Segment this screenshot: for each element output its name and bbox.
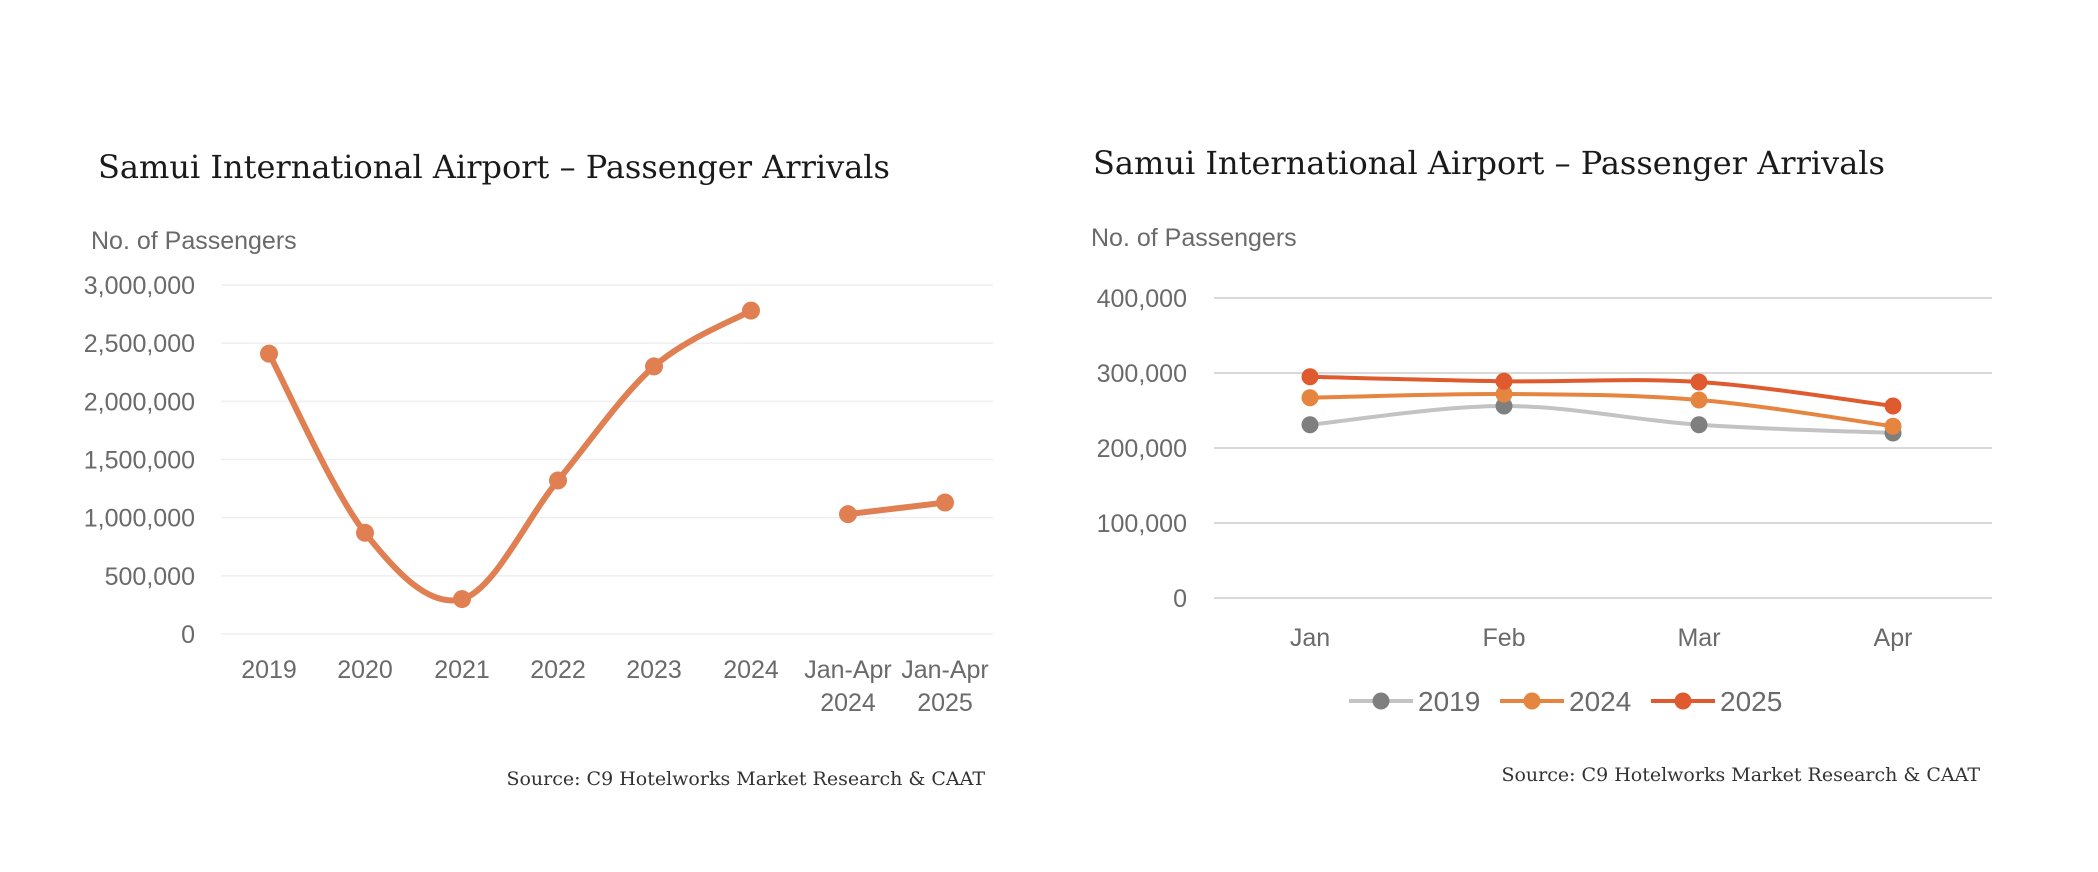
y-tick-label: 100,000 (1097, 510, 1187, 538)
legend-item-2024: 2024 (1500, 686, 1631, 717)
chart-title: Samui International Airport – Passenger … (98, 148, 890, 186)
legend-marker (1372, 692, 1390, 710)
y-axis-ticks: 0 500,000 1,000,000 1,500,000 2,000,000 2,500… (84, 272, 195, 649)
series-2019 (1301, 397, 1902, 442)
y-tick-label: 1,000,000 (84, 505, 195, 533)
series-line (266, 307, 754, 604)
y-tick-label: 300,000 (1097, 360, 1187, 388)
legend-item-2019: 2019 (1349, 686, 1480, 717)
data-point (936, 493, 954, 512)
legend-marker (1674, 692, 1692, 710)
x-tick-label: 2024 (820, 689, 876, 717)
gridlines (221, 284, 993, 635)
x-tick-label: 2025 (917, 689, 973, 717)
data-point (1301, 368, 1319, 386)
series-group (260, 301, 954, 609)
x-tick-label: Feb (1482, 624, 1525, 652)
data-point (1884, 417, 1902, 435)
data-point (1690, 391, 1708, 409)
series-line (845, 499, 948, 518)
x-axis-ticks: 2019 2020 2021 2022 2023 2024 Jan-Apr 2024 Jan-A… (241, 656, 989, 717)
legend-label: 2019 (1418, 686, 1480, 717)
series-jan-apr-arrivals (839, 493, 954, 524)
y-tick-label: 2,000,000 (84, 388, 195, 416)
y-tick-label: 2,500,000 (84, 330, 195, 358)
data-point (1495, 397, 1513, 415)
source-note: Source: C9 Hotelworks Market Research & … (1501, 764, 1980, 786)
y-axis-title: No. of Passengers (91, 227, 297, 255)
chart-title: Samui International Airport – Passenger … (1093, 144, 1885, 182)
y-tick-label: 0 (1173, 585, 1187, 613)
x-tick-label: 2019 (241, 656, 297, 684)
y-tick-label: 400,000 (1097, 285, 1187, 313)
data-point (839, 505, 857, 524)
annual-arrivals-chart: Samui International Airport – Passenger … (84, 148, 993, 790)
series-line (1308, 391, 1895, 429)
data-point (1884, 397, 1902, 415)
y-tick-label: 0 (181, 621, 195, 649)
legend-label: 2025 (1720, 686, 1782, 717)
x-tick-label: 2021 (434, 656, 490, 684)
series-2025 (1301, 368, 1902, 415)
series-line (1308, 403, 1895, 435)
y-tick-label: 500,000 (105, 563, 195, 591)
series-line (1308, 374, 1895, 408)
data-point (1690, 373, 1708, 391)
data-point (1690, 416, 1708, 434)
data-point (356, 523, 374, 542)
data-point (1495, 372, 1513, 390)
data-point (645, 357, 663, 376)
series-group (1301, 368, 1902, 442)
y-tick-label: 200,000 (1097, 435, 1187, 463)
legend-marker (1523, 692, 1541, 710)
x-tick-label: Jan-Apr (804, 656, 892, 684)
y-axis-title: No. of Passengers (1091, 224, 1297, 252)
x-tick-label: Jan-Apr (901, 656, 989, 684)
series-2024 (1301, 385, 1902, 435)
x-tick-label: 2022 (530, 656, 586, 684)
data-point (1301, 389, 1319, 407)
x-tick-label: Jan (1290, 624, 1330, 652)
x-tick-label: 2020 (337, 656, 393, 684)
legend: 2019 2024 2025 (1349, 686, 1782, 717)
legend-label: 2024 (1569, 686, 1631, 717)
data-point (453, 590, 471, 609)
data-point (742, 301, 760, 320)
legend-item-2025: 2025 (1651, 686, 1782, 717)
data-point (1495, 385, 1513, 403)
x-axis-ticks: Jan Feb Mar Apr (1290, 624, 1913, 652)
data-point (1301, 416, 1319, 434)
series-annual-arrivals (260, 301, 760, 609)
x-tick-label: 2024 (723, 656, 779, 684)
data-point (549, 471, 567, 490)
monthly-arrivals-chart: Samui International Airport – Passenger … (1091, 144, 1992, 786)
x-tick-label: 2023 (626, 656, 682, 684)
source-note: Source: C9 Hotelworks Market Research & … (506, 768, 985, 790)
y-tick-label: 3,000,000 (84, 272, 195, 300)
x-tick-label: Mar (1677, 624, 1720, 652)
data-point (260, 344, 278, 363)
gridlines (1214, 297, 1992, 599)
y-axis-ticks: 0 100,000 200,000 300,000 400,000 (1097, 285, 1187, 613)
x-tick-label: Apr (1874, 624, 1913, 652)
y-tick-label: 1,500,000 (84, 447, 195, 475)
